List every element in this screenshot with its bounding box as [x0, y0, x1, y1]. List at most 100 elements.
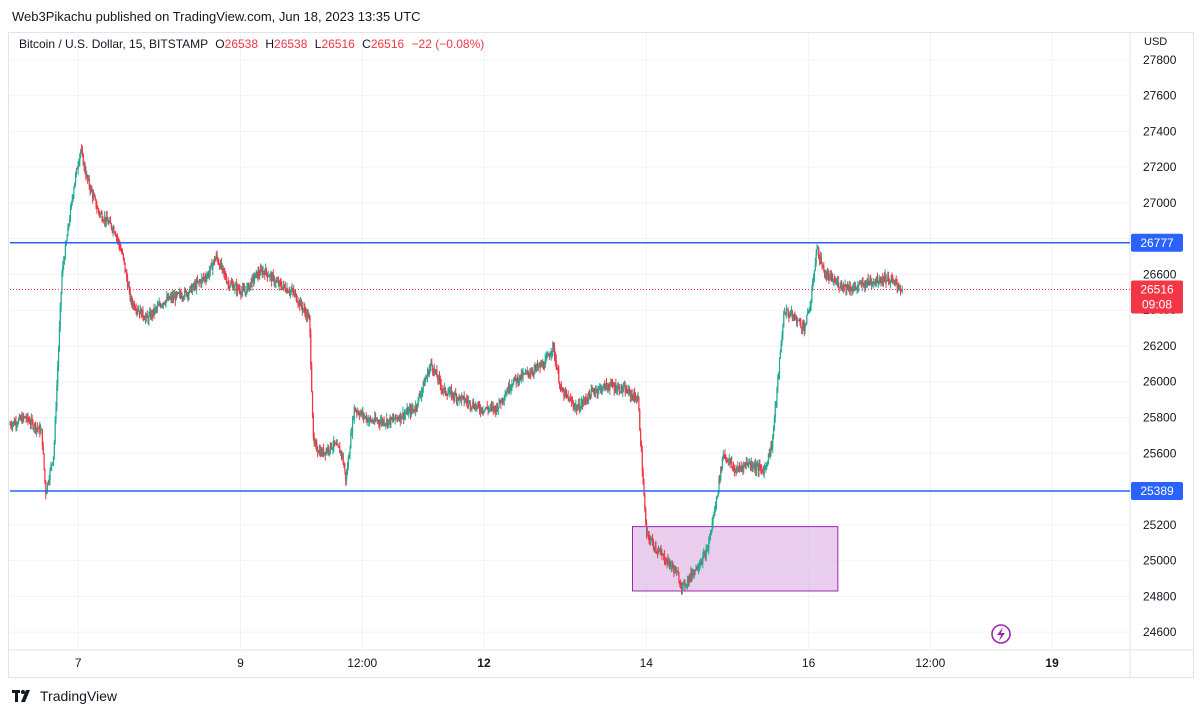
candle-body [820, 257, 822, 264]
candle-body [381, 419, 383, 423]
candle-body [101, 213, 103, 220]
candle-body [23, 415, 25, 418]
candle-body [874, 280, 876, 283]
candle-body [893, 280, 896, 282]
candle-body [405, 412, 407, 414]
candle-body [735, 470, 737, 474]
candle-body [775, 401, 777, 406]
candle-body [785, 309, 787, 315]
candle-body [133, 303, 136, 309]
candle-body [406, 409, 408, 413]
high-value: 26538 [274, 37, 308, 51]
candle-body [625, 388, 627, 394]
candle-body [395, 414, 397, 419]
candle-body [703, 552, 706, 554]
candle-body [538, 364, 540, 366]
candle-body [145, 314, 147, 317]
candle-body [781, 335, 783, 343]
lightning-icon[interactable] [991, 624, 1011, 644]
candle-body [580, 404, 582, 410]
candle-body [518, 380, 520, 383]
candle-body [282, 284, 285, 287]
candle-body [452, 392, 454, 397]
candle-body [759, 464, 761, 468]
candle-body [142, 309, 144, 317]
candle-body [311, 391, 314, 417]
candle-body [17, 419, 20, 424]
candle-body [576, 405, 578, 411]
candle-body [327, 447, 329, 452]
candle-body [374, 417, 376, 422]
candle-body [449, 389, 452, 391]
candle-body [235, 284, 237, 286]
candle-body [75, 168, 78, 175]
candle-body [641, 451, 643, 472]
x-tick-label: 19 [1045, 656, 1059, 670]
candle-body [894, 280, 897, 282]
candle-body [290, 290, 292, 292]
candle-body [199, 280, 201, 282]
candle-body [745, 462, 747, 465]
candle-body [299, 301, 302, 307]
candle-body [527, 370, 529, 373]
candle-body [62, 265, 64, 274]
candle-body [618, 386, 620, 392]
candle-body [424, 380, 426, 386]
candle-body [459, 395, 461, 397]
candle-body [864, 281, 866, 288]
candle-body [108, 222, 110, 224]
candle-body [497, 406, 499, 411]
candle-body [123, 257, 125, 263]
candle-body [147, 317, 149, 322]
candle-body [511, 385, 513, 386]
candle-body [478, 403, 480, 407]
candle-body [42, 446, 44, 454]
candle-body [450, 389, 453, 398]
candle-body [89, 186, 91, 191]
candle-body [875, 280, 877, 283]
candle-body [870, 280, 872, 284]
candle-body [332, 446, 334, 449]
y-tick-label: 27800 [1143, 53, 1177, 67]
candle-body [708, 541, 710, 550]
candle-body [726, 457, 728, 461]
candle-body [706, 549, 708, 550]
candle-body [153, 308, 155, 314]
candle-body [429, 366, 431, 370]
candle-body [725, 457, 727, 458]
y-tick-label: 27600 [1143, 89, 1177, 103]
currency-label[interactable]: USD [1144, 36, 1168, 48]
candle-body [73, 188, 75, 196]
footer-brand[interactable]: TradingView [12, 688, 117, 704]
candle-body [510, 385, 512, 389]
candle-body [508, 384, 510, 391]
candle-body [21, 417, 23, 423]
candle-body [598, 387, 600, 391]
candle-body [652, 541, 654, 547]
candle-body [341, 454, 343, 456]
candle-body [799, 319, 801, 323]
candle-body [460, 396, 462, 401]
candle-body [514, 376, 516, 379]
candle-body [755, 464, 757, 471]
chart-frame[interactable] [8, 32, 1194, 678]
candle-body [649, 538, 651, 542]
candle-body [501, 398, 504, 401]
candle-body [809, 305, 811, 311]
candle-body [53, 442, 55, 457]
candle-body [863, 283, 865, 288]
candle-body [778, 374, 780, 378]
candle-body [173, 295, 176, 299]
candle-body [557, 369, 559, 371]
candle-body [273, 276, 275, 284]
candle-body [75, 174, 77, 183]
candle-body [614, 384, 616, 390]
candle-body [181, 297, 183, 299]
candle-body [755, 466, 758, 471]
candle-body [613, 386, 615, 390]
candle-body [492, 406, 494, 410]
candle-body [325, 449, 327, 455]
candle-body [344, 467, 346, 472]
candle-body [16, 424, 18, 426]
